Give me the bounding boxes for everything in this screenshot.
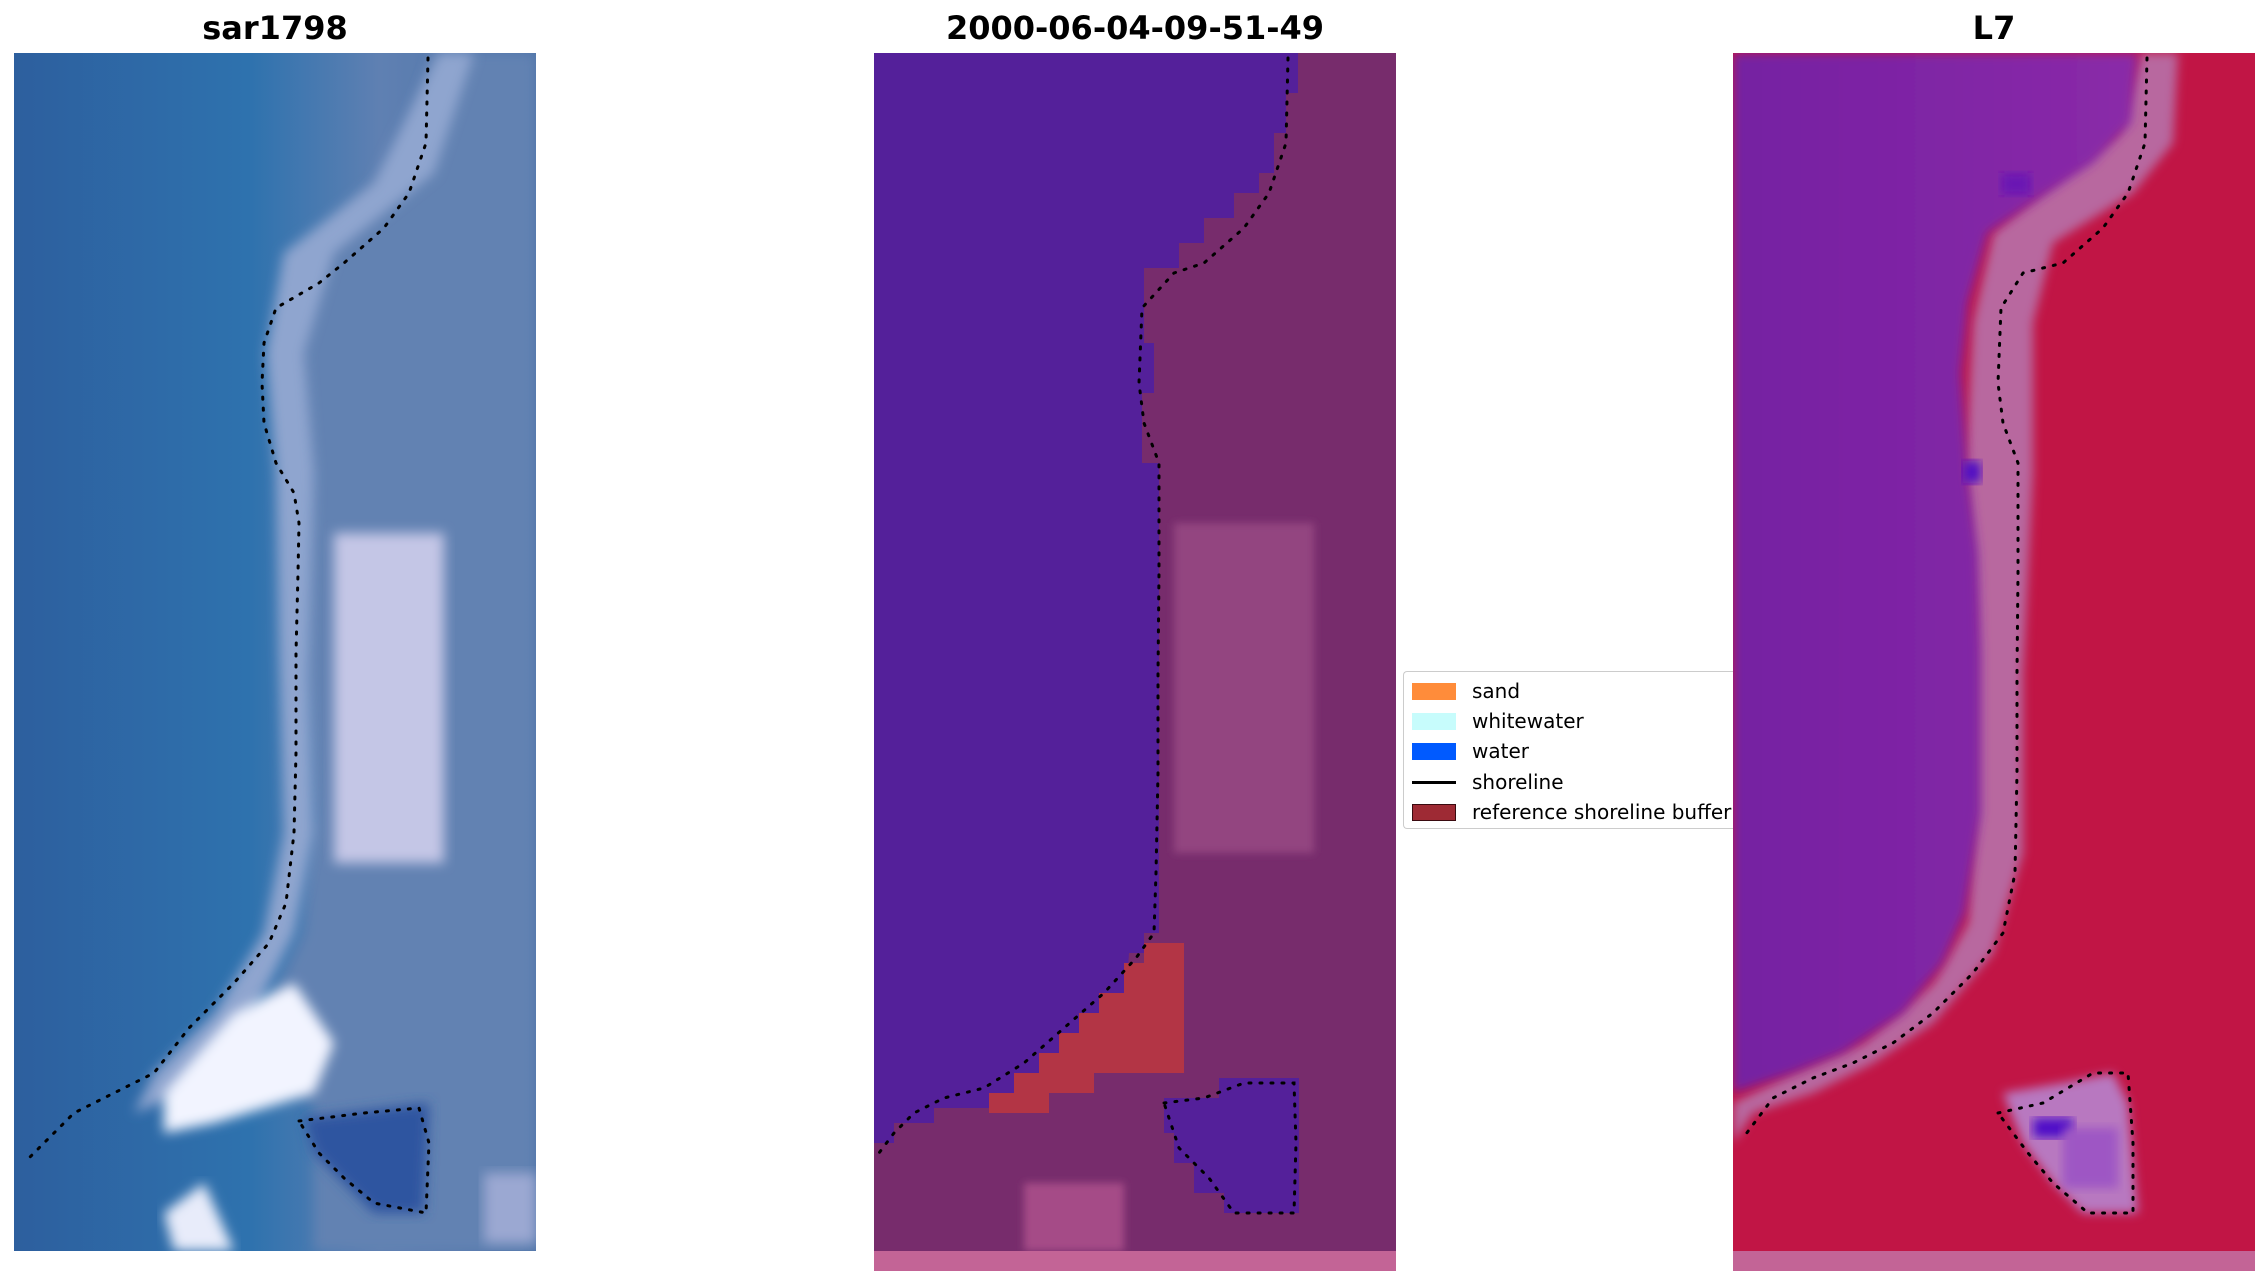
class-lagoon-shoreline [1161, 1081, 1298, 1215]
legend-swatch-water [1412, 742, 1456, 760]
classification-image [874, 53, 1396, 1271]
legend-item-reference-buffer: reference shoreline buffer [1412, 799, 1731, 825]
panel-title-classification: 2000-06-04-09-51-49 [945, 9, 1325, 47]
legend-swatch-sand [1412, 682, 1456, 700]
legend-swatch-reference-buffer [1412, 803, 1456, 821]
legend-item-whitewater: whitewater [1412, 708, 1584, 734]
rgb-shoreline [22, 56, 430, 1165]
legend: sand whitewater water shoreline referenc… [1403, 671, 1733, 829]
rgb-bottom-right-patch [484, 1173, 536, 1243]
legend-line-shoreline [1412, 780, 1456, 784]
legend-label-whitewater: whitewater [1472, 709, 1584, 733]
index-svg [1733, 53, 2255, 1271]
class-land-light-bottom [1024, 1183, 1124, 1251]
class-lagoon-water [1164, 1078, 1299, 1213]
legend-item-sand: sand [1412, 678, 1520, 704]
legend-label-reference-buffer: reference shoreline buffer [1472, 800, 1732, 824]
legend-swatch-whitewater [1412, 712, 1456, 730]
index-deep-spot [1963, 461, 1981, 483]
index-transition-zone [1733, 53, 2178, 1143]
rgb-surf-zone [164, 983, 334, 1133]
index-padding-strip [1733, 1251, 2255, 1271]
class-shoreline [877, 56, 1290, 1155]
legend-label-shoreline: shoreline [1472, 770, 1564, 794]
class-water-area [874, 53, 1298, 1143]
index-water-area [1733, 53, 2138, 1093]
rgb-lagoon-shoreline [296, 1106, 431, 1215]
panel-title-rgb: sar1798 [202, 9, 348, 47]
rgb-sand-patch [334, 533, 444, 863]
classification-svg [874, 53, 1396, 1271]
index-image [1733, 53, 2255, 1271]
index-shoreline [1741, 56, 2149, 1140]
index-lagoon-shoreline [1995, 1071, 2135, 1215]
index-lagoon-inner [2063, 1128, 2118, 1188]
rgb-image-svg [14, 53, 536, 1251]
legend-item-water: water [1412, 738, 1529, 764]
legend-label-sand: sand [1472, 679, 1521, 703]
class-land-light [1174, 523, 1314, 853]
rgb-beach-strip [134, 53, 474, 1113]
class-reference-buffer [989, 943, 1184, 1113]
rgb-surf-bottom [164, 1183, 234, 1251]
legend-label-water: water [1472, 739, 1529, 763]
legend-item-shoreline: shoreline [1412, 769, 1564, 795]
rgb-lagoon [304, 1103, 429, 1213]
index-deep-spot-top [2001, 173, 2031, 195]
rgb-satellite-image [14, 53, 536, 1251]
class-padding-strip [874, 1251, 1396, 1271]
panel-title-index: L7 [1972, 9, 2016, 47]
